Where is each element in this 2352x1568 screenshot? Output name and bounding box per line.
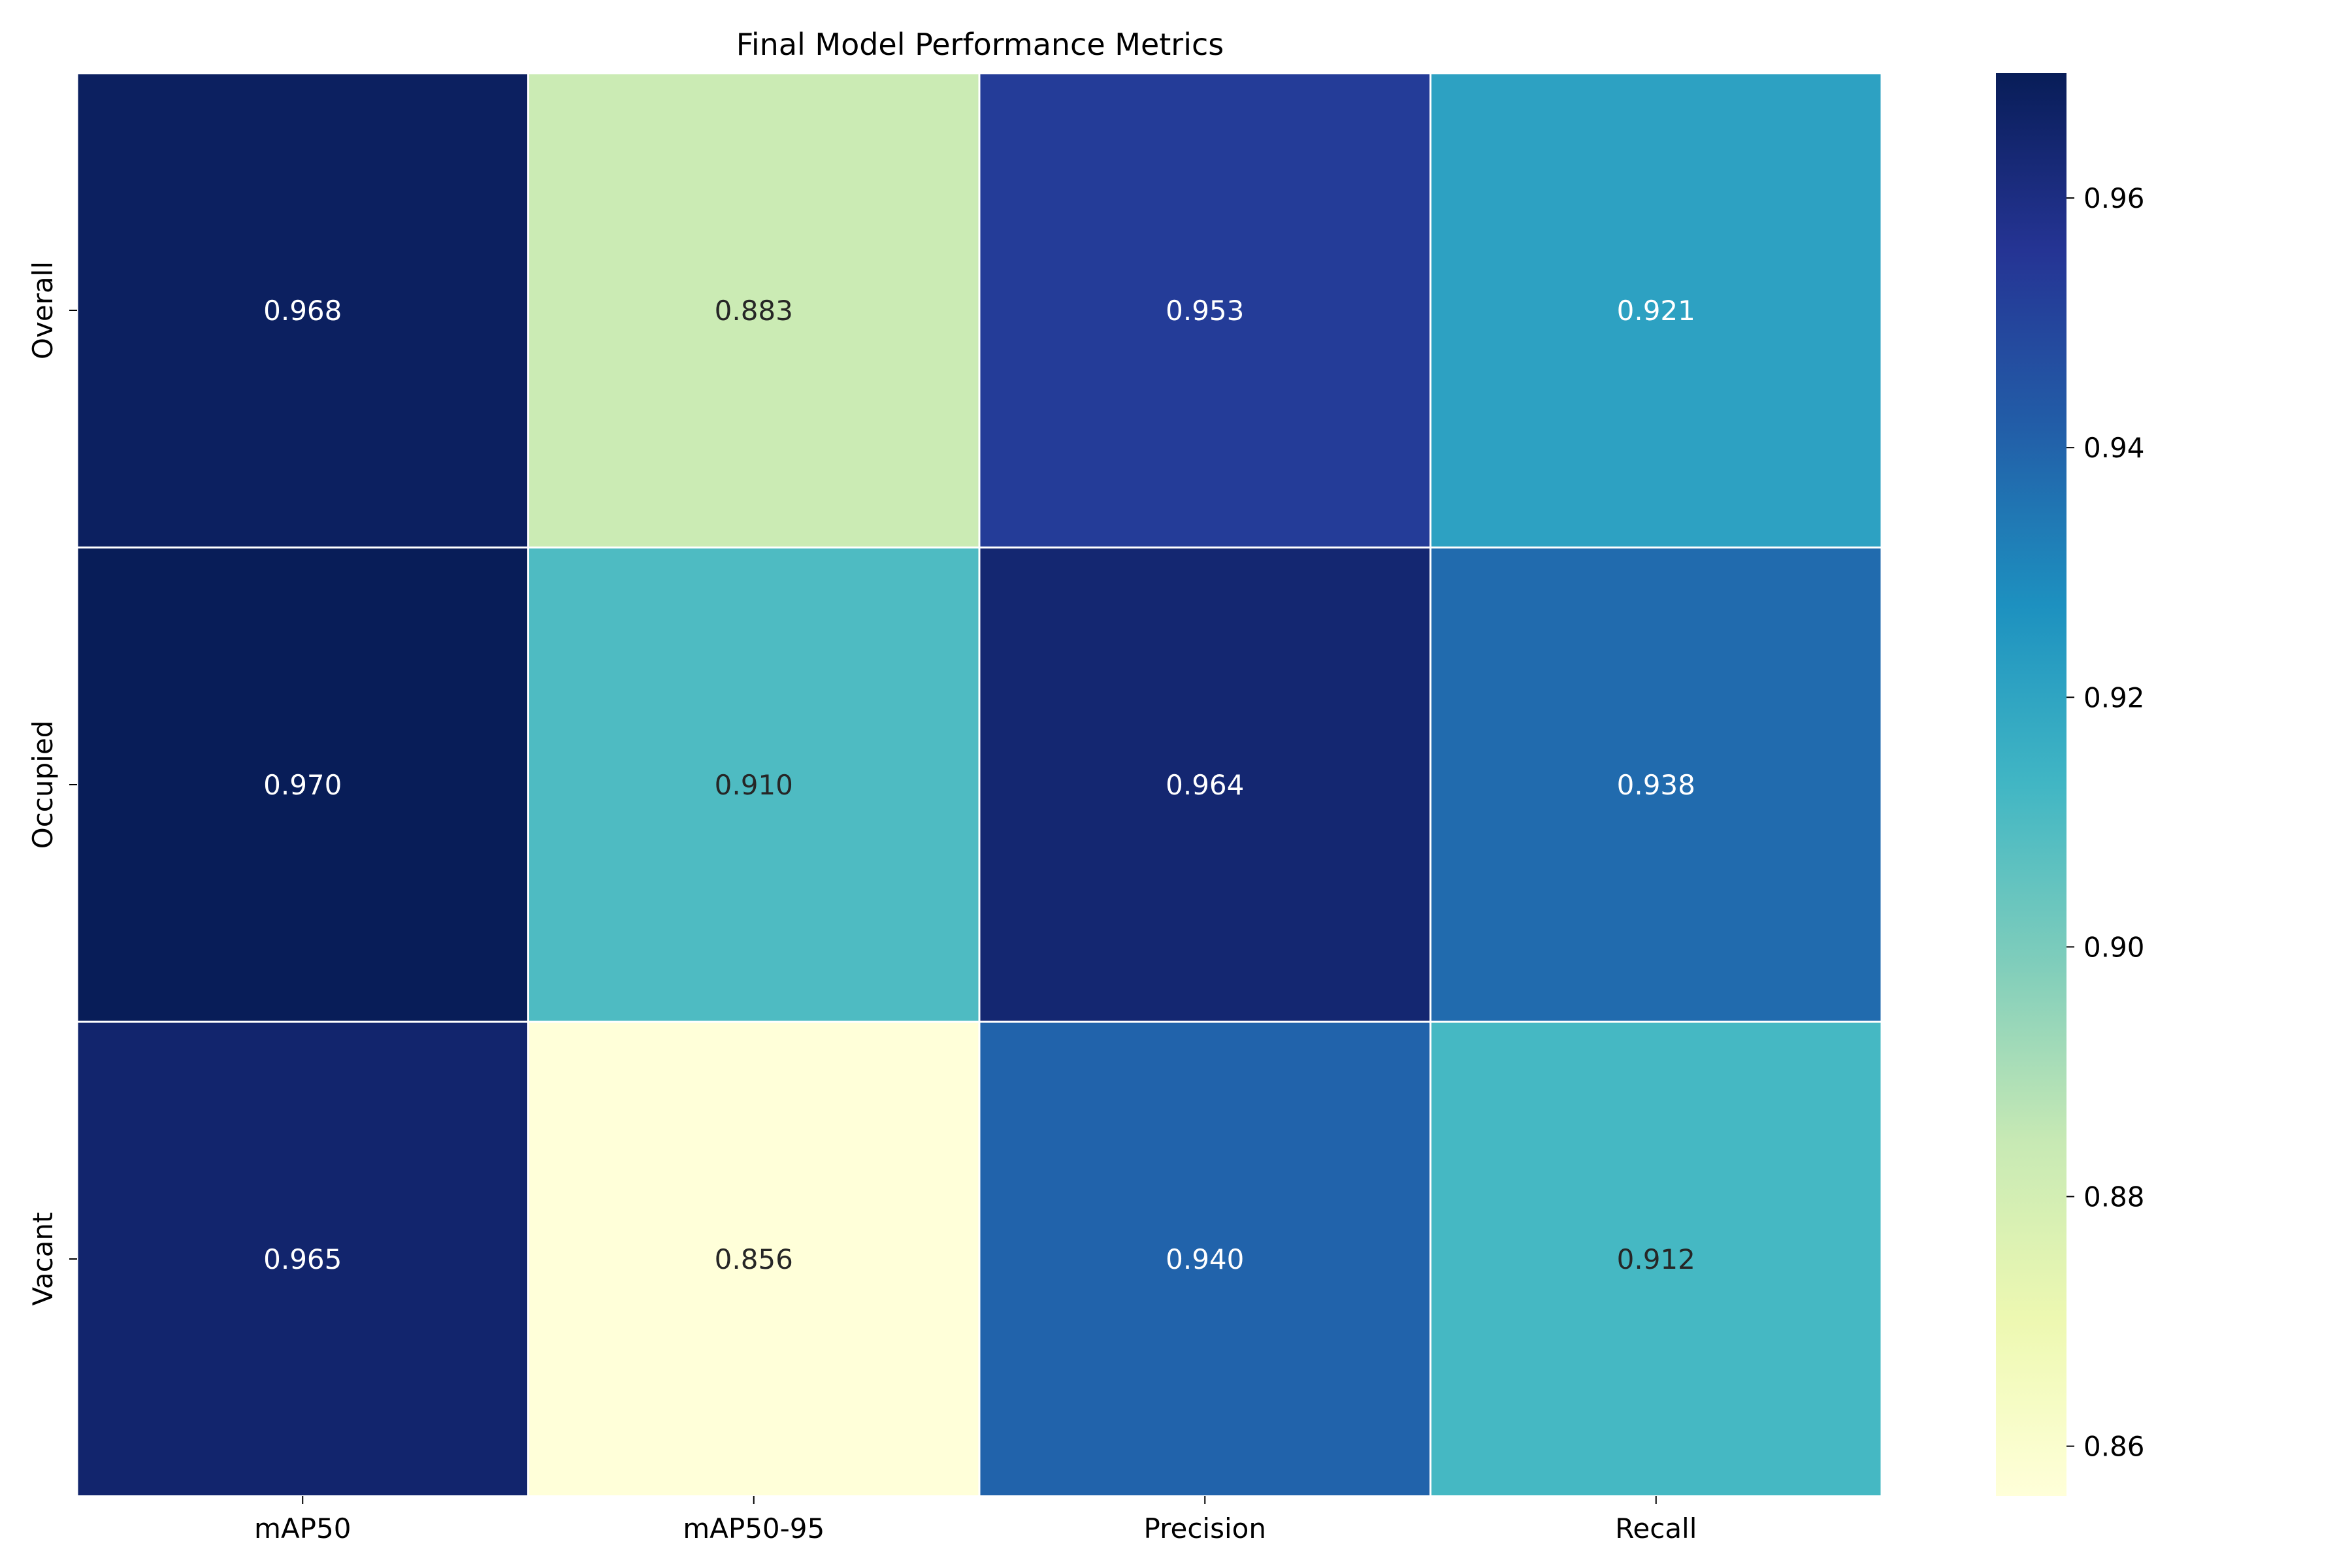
cell-annotations: 0.968 0.883 0.953 0.921 0.970 0.910 0.964 0.938… <box>263 295 1695 1275</box>
cell-value-label: 0.970 <box>263 769 342 801</box>
y-tick-label: Vacant <box>27 1212 59 1305</box>
colorbar-tick-label: 0.96 <box>2083 182 2145 214</box>
heatmap-cell <box>978 72 1431 549</box>
heatmap-cell <box>1429 1021 1883 1497</box>
x-tick-label: Recall <box>1615 1512 1697 1544</box>
colorbar-tick-label: 0.88 <box>2083 1181 2145 1213</box>
cell-value-label: 0.953 <box>1166 295 1244 327</box>
colorbar-gradient <box>1996 73 2066 1496</box>
cell-value-label: 0.912 <box>1617 1243 1695 1275</box>
heatmap-cell <box>527 1021 981 1497</box>
colorbar-tick-label: 0.86 <box>2083 1431 2145 1463</box>
heatmap-cell <box>76 546 529 1023</box>
heatmap-cell <box>1429 546 1883 1023</box>
x-tick-label: mAP50 <box>254 1512 351 1544</box>
cell-value-label: 0.883 <box>715 295 793 327</box>
x-tick-label: Precision <box>1144 1512 1266 1544</box>
colorbar-tick-label: 0.92 <box>2083 681 2145 713</box>
heatmap-cell <box>978 546 1431 1023</box>
heatmap-cell <box>1429 72 1883 549</box>
cell-value-label: 0.964 <box>1166 769 1244 801</box>
heatmap-cells <box>76 72 1883 1497</box>
y-tick-label: Occupied <box>27 721 59 849</box>
cell-value-label: 0.965 <box>263 1243 342 1275</box>
heatmap-cell <box>527 72 981 549</box>
cell-value-label: 0.856 <box>715 1243 793 1275</box>
x-axis: mAP50 mAP50-95 Precision Recall <box>254 1496 1697 1544</box>
y-axis: Overall Occupied Vacant <box>27 261 77 1306</box>
cell-value-label: 0.938 <box>1617 769 1695 801</box>
colorbar-tick-label: 0.90 <box>2083 931 2145 963</box>
cell-value-label: 0.910 <box>715 769 793 801</box>
x-tick-label: mAP50-95 <box>683 1512 825 1544</box>
heatmap-cell <box>527 546 981 1023</box>
colorbar: 0.86 0.88 0.90 0.92 0.94 0.96 <box>1996 73 2145 1496</box>
heatmap-cell <box>76 72 529 549</box>
cell-value-label: 0.940 <box>1166 1243 1244 1275</box>
cell-value-label: 0.921 <box>1617 295 1695 327</box>
chart-title: Final Model Performance Metrics <box>736 27 1224 62</box>
colorbar-tick-label: 0.94 <box>2083 432 2145 464</box>
y-tick-label: Overall <box>27 261 59 359</box>
cell-value-label: 0.968 <box>263 295 342 327</box>
